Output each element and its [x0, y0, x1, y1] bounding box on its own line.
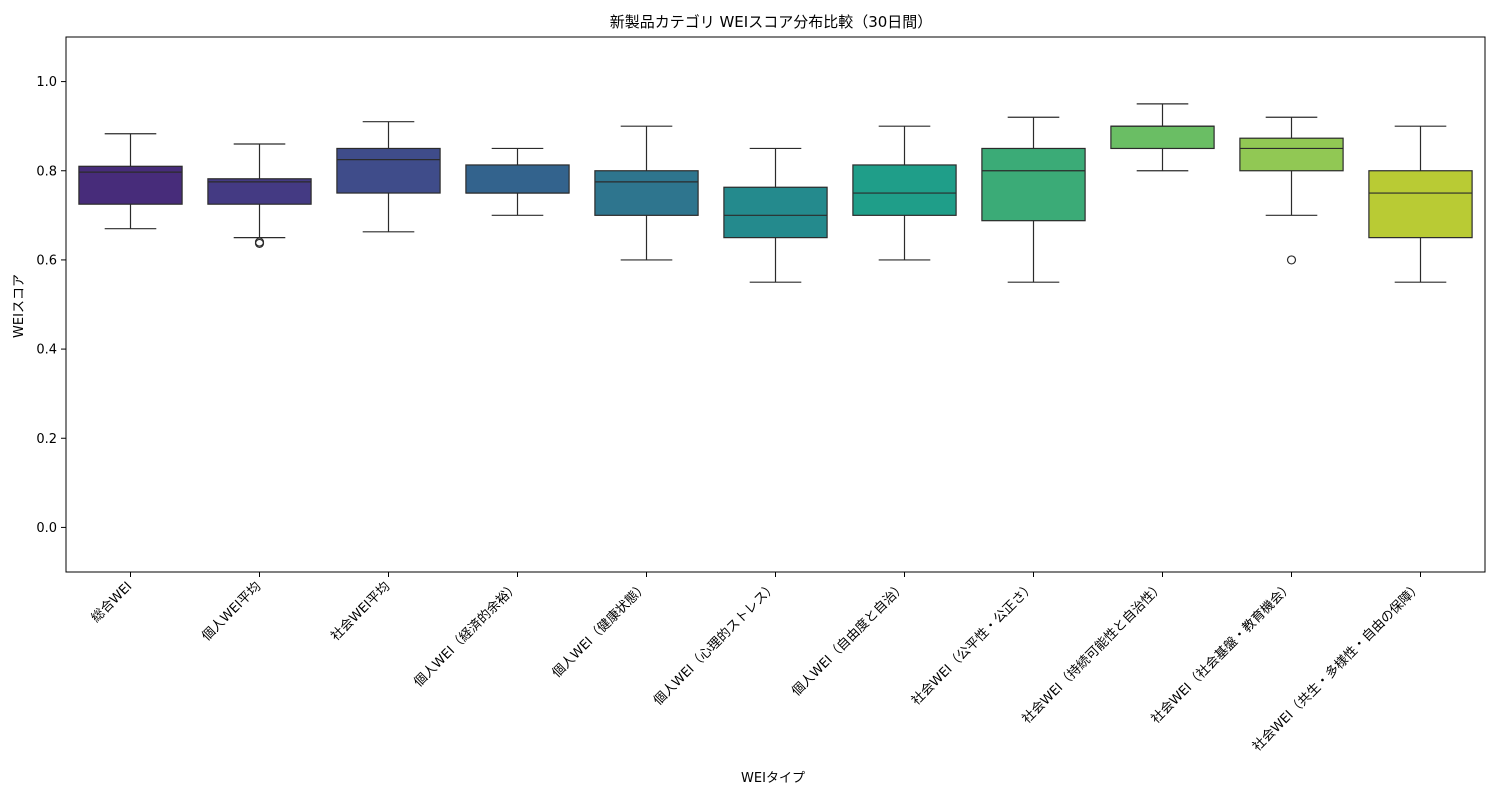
iqr-box — [336, 147, 441, 194]
boxes — [78, 103, 1473, 283]
box-group — [1239, 116, 1344, 265]
box-group — [594, 125, 699, 261]
x-tick-label: 社会WEI平均 — [328, 579, 394, 645]
x-tick-label: 個人WEI（自由度と自治） — [788, 579, 909, 700]
box-group — [207, 143, 312, 249]
box-group — [852, 125, 957, 261]
iqr-box — [723, 186, 828, 239]
box-group — [465, 147, 570, 216]
y-axis: 0.0 0.2 0.4 0.6 0.8 1.0 — [36, 75, 66, 536]
x-tick-label: 社会WEI（社会基盤・教育機会） — [1148, 579, 1296, 727]
y-axis-title: WEIスコア — [12, 274, 27, 338]
box-group — [1368, 125, 1473, 283]
y-tick-label: 1.0 — [36, 75, 57, 90]
y-tick-label: 0.6 — [36, 253, 57, 268]
x-axis-title: WEIタイプ — [741, 771, 805, 786]
x-axis: 総合WEI 個人WEI平均 社会WEI平均 個人WEI（経済的余裕） 個人WEI（健康状… — [89, 572, 1425, 755]
x-tick-label: 社会WEI（公平性・公正さ） — [908, 579, 1038, 709]
x-tick-label: 個人WEI平均 — [199, 579, 264, 644]
box-group — [78, 133, 183, 230]
iqr-box — [594, 170, 699, 216]
iqr-box — [1110, 125, 1215, 150]
iqr-box — [1368, 170, 1473, 239]
x-tick-label: 社会WEI（持続可能性と自治性） — [1019, 579, 1167, 727]
x-tick-label: 個人WEI（経済的余裕） — [411, 579, 523, 691]
outlier-point — [254, 237, 265, 247]
iqr-box — [207, 178, 312, 205]
box-group — [336, 121, 441, 233]
outlier-point — [1286, 255, 1297, 265]
iqr-box — [852, 164, 957, 216]
plot-area — [65, 36, 1486, 573]
box-group — [723, 147, 828, 283]
x-tick-label: 個人WEI（心理的ストレス） — [650, 579, 780, 709]
x-tick-label: 総合WEI — [89, 579, 136, 626]
box-group — [981, 116, 1086, 283]
y-tick-label: 0.2 — [36, 432, 57, 447]
chart-title: 新製品カテゴリ WEIスコア分布比較（30日間） — [610, 13, 933, 31]
iqr-box — [465, 164, 570, 194]
iqr-box — [981, 147, 1086, 222]
x-tick-label: 個人WEI（健康状態） — [549, 579, 651, 681]
iqr-box — [1239, 137, 1344, 172]
y-tick-label: 0.8 — [36, 164, 57, 179]
y-tick-label: 0.4 — [36, 343, 57, 358]
y-tick-label: 0.0 — [36, 521, 57, 536]
box-group — [1110, 103, 1215, 172]
